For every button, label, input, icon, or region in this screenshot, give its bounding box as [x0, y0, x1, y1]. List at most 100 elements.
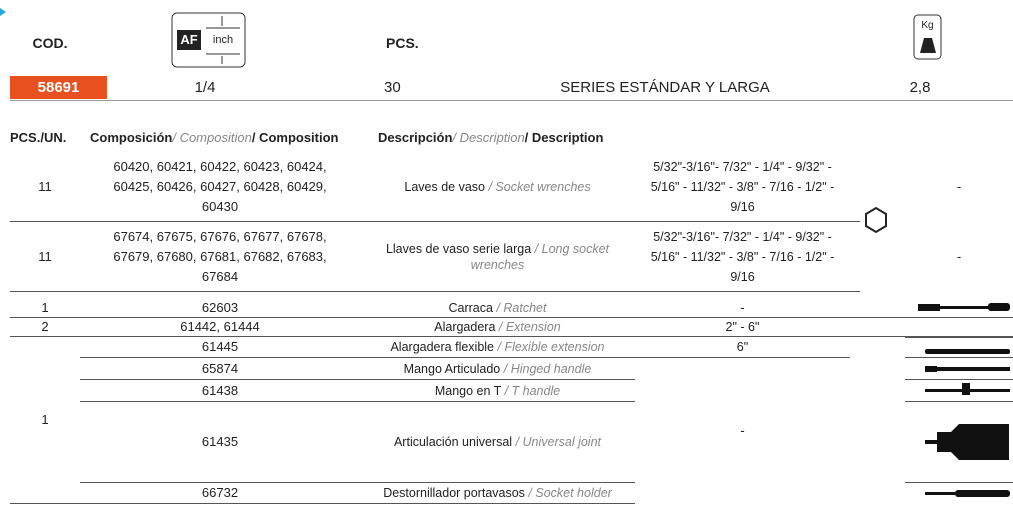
- sizes: 5/32"-3/16"- 7/32" - 1/4" - 9/32" - 5/16…: [650, 229, 835, 284]
- description-text: Carraca / Ratchet: [449, 300, 547, 316]
- product-line: [10, 100, 1013, 101]
- row-line: [80, 401, 635, 402]
- col-header: Descripción / Description / Description: [378, 127, 668, 149]
- col-header-fr: / Composition: [251, 130, 339, 145]
- code-cell: [10, 76, 107, 99]
- composition: 66732: [201, 485, 239, 500]
- description-en: / Flexible extension: [497, 340, 605, 354]
- ratchet-img: [988, 303, 1010, 311]
- row-line: [905, 337, 1013, 338]
- description: Laves de vaso / Socket wrenches: [360, 152, 635, 221]
- row-line: [80, 482, 635, 483]
- row-line: [80, 379, 635, 380]
- col-header: Composición / Composition / Composition: [90, 127, 380, 149]
- description: Destornillador portavasos / Socket holde…: [360, 483, 635, 503]
- kg-weight: [920, 38, 936, 53]
- row-line: [80, 357, 635, 358]
- pcs: 2: [41, 318, 49, 334]
- row-line: [905, 401, 1013, 402]
- composition: 67674, 67675, 67676, 67677, 67678, 67679…: [113, 228, 327, 284]
- product-code: 58691: [37, 78, 80, 96]
- description-en: / Socket wrenches: [488, 179, 591, 194]
- composition: 61438: [201, 382, 239, 398]
- composition: 61442, 61444: [180, 318, 260, 334]
- extension-img: [925, 349, 1010, 354]
- description-es: Carraca: [448, 300, 493, 315]
- description: Mango en T / T handle: [360, 380, 635, 401]
- description-text: Destornillador portavasos / Socket holde…: [383, 485, 612, 501]
- description-en: / Hinged handle: [503, 361, 592, 376]
- row-line: [905, 482, 1013, 483]
- row-line: [905, 357, 1013, 358]
- col-header-es: Descripción: [378, 130, 453, 145]
- col-header: PCS./UN.: [10, 130, 67, 145]
- description-text: Articulación universal / Universal joint: [394, 434, 601, 450]
- composition: 62603: [201, 299, 239, 315]
- sizes: 6": [736, 340, 749, 354]
- description-es: Mango Articulado: [403, 361, 501, 376]
- description-es: Destornillador portavasos: [383, 486, 525, 500]
- product-pcs: 30: [384, 78, 401, 96]
- inch-label: inch: [212, 34, 234, 46]
- sizes: 5/32"-3/16"- 7/32" - 1/4" - 9/32" - 5/16…: [650, 159, 835, 214]
- description-es: Laves de vaso: [404, 179, 485, 194]
- description: Articulación universal / Universal joint: [360, 402, 635, 482]
- description-text: Alargadera flexible / Flexible extension: [390, 339, 604, 355]
- description-text: Llaves de vaso serie larga / Long socket…: [366, 241, 629, 273]
- af-label: AF: [180, 32, 198, 47]
- composition: 60420, 60421, 60422, 60423, 60424, 60425…: [113, 158, 327, 214]
- description-en: / T handle: [504, 383, 561, 398]
- composition: 65874: [201, 360, 239, 376]
- holder-img: [955, 490, 1010, 497]
- description-text: Mango Articulado / Hinged handle: [404, 361, 592, 377]
- description: Mango Articulado / Hinged handle: [360, 358, 635, 379]
- t-handle-img: [962, 383, 970, 395]
- row-line: [10, 503, 80, 504]
- description-es: Llaves de vaso serie larga: [385, 241, 532, 256]
- corner-mark: [0, 8, 6, 16]
- holder-img: [925, 492, 955, 495]
- description-en: / Ratchet: [496, 300, 547, 315]
- pcs: 11: [38, 248, 52, 264]
- composition: 61445: [201, 339, 239, 354]
- row-line: [635, 357, 850, 358]
- composition: 61435: [201, 434, 239, 449]
- description-es: Articulación universal: [393, 435, 513, 449]
- description-text: Mango en T / T handle: [435, 383, 560, 399]
- sizes: -: [740, 422, 745, 438]
- universal-img: [925, 424, 1009, 460]
- description-text: Alargadera / Extension: [434, 319, 560, 335]
- pcs: 1: [41, 412, 49, 427]
- kg-icon-frame: [913, 14, 942, 60]
- row-line: [80, 503, 635, 504]
- product-series: SERIES ESTÁNDAR Y LARGA: [560, 78, 770, 96]
- hinged-img: [925, 366, 937, 372]
- ratchet-img: [940, 306, 990, 309]
- sizes: -: [740, 300, 745, 315]
- description: Alargadera flexible / Flexible extension: [360, 337, 635, 357]
- row-line: [10, 336, 1013, 337]
- col-header-es: Composición: [90, 130, 173, 145]
- row-line: [10, 291, 860, 292]
- col-header-en: / Composition: [172, 130, 252, 145]
- product-weight: 2,8: [909, 78, 931, 96]
- description: Alargadera / Extension: [360, 317, 635, 336]
- description-en: / Universal joint: [515, 435, 602, 449]
- description-es: Alargadera: [434, 319, 496, 334]
- description-es: Mango en T: [434, 383, 502, 398]
- description-en: / Long socket wrenches: [470, 241, 610, 272]
- description-en: / Extension: [498, 319, 561, 334]
- row-line: [905, 379, 1013, 380]
- hinged-img: [937, 367, 1010, 371]
- ratchet-img: [918, 304, 940, 311]
- pcs: 11: [38, 178, 52, 194]
- col-header-en: / Description: [452, 130, 525, 145]
- tool-images: [918, 303, 1010, 497]
- row-line: [10, 317, 1013, 318]
- row-line: [10, 221, 860, 222]
- description-text: Laves de vaso / Socket wrenches: [404, 179, 590, 195]
- extra: -: [956, 248, 962, 264]
- cod-label: COD.: [32, 35, 68, 51]
